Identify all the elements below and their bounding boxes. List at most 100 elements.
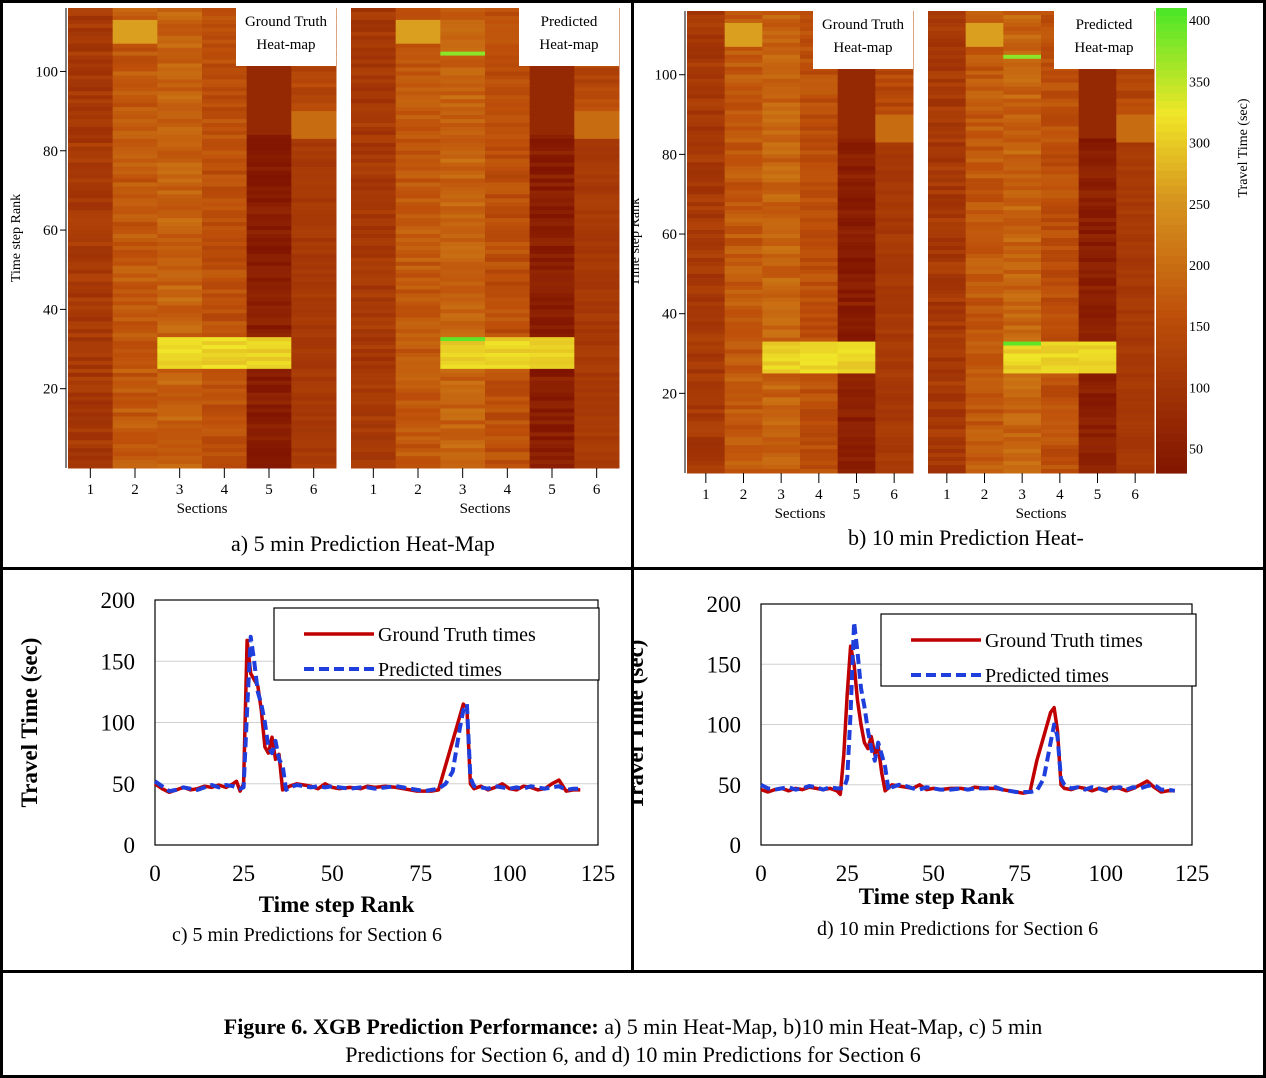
heatmap-cell xyxy=(440,412,486,417)
heatmap-cell xyxy=(157,222,203,227)
heatmap-cell xyxy=(928,325,967,331)
heatmap-cell xyxy=(762,222,801,227)
heatmap-cell xyxy=(157,321,203,326)
heatmap-cell xyxy=(202,154,248,160)
heatmap-cell xyxy=(1041,253,1080,259)
heatmap-cell xyxy=(157,226,203,231)
heatmap-cell xyxy=(965,285,1004,291)
heatmap-cell xyxy=(928,222,967,227)
heatmap-cell xyxy=(928,78,967,84)
heatmap-cell xyxy=(351,123,397,128)
heatmap-cell xyxy=(928,134,967,139)
heatmap-cell xyxy=(246,360,292,366)
heatmap-cell xyxy=(928,297,967,303)
heatmap-cell xyxy=(112,345,158,350)
heatmap-cell xyxy=(440,261,486,267)
heatmap-cell xyxy=(837,337,876,343)
colorbar-segment xyxy=(1156,93,1187,102)
heatmap-cell xyxy=(1003,417,1042,422)
colorbar-segment xyxy=(1156,108,1187,118)
heatmap-cell xyxy=(395,253,441,259)
heatmap-cell xyxy=(574,424,620,429)
heatmap-cell xyxy=(724,82,763,88)
heatmap-cell xyxy=(202,313,248,318)
heatmap-cell xyxy=(246,245,292,251)
heatmap-cell xyxy=(529,138,575,144)
heatmap-cell xyxy=(574,75,620,80)
heatmap-cell xyxy=(965,377,1004,382)
heatmap-cell xyxy=(928,449,967,454)
heatmap-cell xyxy=(1041,122,1080,127)
x-tick-label: 2 xyxy=(740,487,748,503)
heatmap-cell xyxy=(68,238,114,243)
heatmap-cell xyxy=(112,71,158,76)
heatmap-cell xyxy=(965,70,1004,76)
heatmap-cell xyxy=(246,337,292,342)
heatmap-cell xyxy=(68,269,114,275)
heatmap-cell xyxy=(112,368,158,374)
heatmap-cell xyxy=(440,293,486,298)
heatmap-cell xyxy=(928,301,967,307)
heatmap-cell xyxy=(800,417,839,422)
heatmap-cell xyxy=(762,321,801,327)
heatmap-cell xyxy=(875,453,914,458)
heatmap-cell xyxy=(837,78,876,84)
heatmap-cell xyxy=(68,111,114,116)
heatmap-cell xyxy=(68,424,114,429)
heatmap-cell xyxy=(395,464,441,469)
heatmap-label-line1: Ground Truth xyxy=(822,17,905,33)
heatmap-cell xyxy=(724,253,763,259)
heatmap-cell xyxy=(112,380,158,386)
heatmap-cell xyxy=(395,178,441,183)
heatmap-cell xyxy=(157,150,203,156)
heatmap-cell xyxy=(800,253,839,259)
heatmap-cell xyxy=(1041,325,1080,331)
heatmap-cell xyxy=(800,301,839,307)
heatmap-cell xyxy=(837,445,876,450)
heatmap-cell xyxy=(395,95,441,100)
heatmap-cell xyxy=(1078,369,1117,374)
x-tick-label: 75 xyxy=(409,861,432,886)
heatmap-cell xyxy=(687,441,726,446)
heatmap-cell xyxy=(762,293,801,299)
heatmap-cell xyxy=(1003,142,1042,147)
heatmap-cell xyxy=(485,392,531,398)
heatmap-cell xyxy=(246,349,292,354)
heatmap-cell xyxy=(1041,226,1080,231)
heatmap-cell xyxy=(687,321,726,327)
heatmap-cell xyxy=(291,408,337,413)
heatmap-cell xyxy=(1078,98,1117,104)
heatmap-cell xyxy=(395,265,441,271)
colorbar-segment xyxy=(1156,170,1187,180)
heatmap-cell xyxy=(1003,317,1042,323)
heatmap-cell xyxy=(1041,397,1080,402)
heatmap-cell xyxy=(202,464,248,469)
heatmap-cell xyxy=(157,11,203,17)
heatmap-cell xyxy=(440,166,486,172)
heatmap-cell xyxy=(1116,441,1155,446)
heatmap-cell xyxy=(351,396,397,402)
heatmap-cell xyxy=(291,67,337,72)
heatmap-cell xyxy=(724,102,763,108)
heatmap-cell xyxy=(928,381,967,386)
heatmap-cell xyxy=(529,253,575,259)
heatmap-cell xyxy=(485,178,531,183)
heatmap-cell xyxy=(875,82,914,88)
heatmap-cell xyxy=(246,317,292,322)
heatmap-cell xyxy=(1041,453,1080,458)
heatmap-cell xyxy=(837,226,876,231)
heatmap-cell xyxy=(395,388,441,394)
heatmap-cell xyxy=(837,154,876,159)
heatmap-cell xyxy=(291,404,337,410)
heatmap-cell xyxy=(687,297,726,303)
heatmap-cell xyxy=(351,119,397,124)
heatmap-cell xyxy=(395,63,441,68)
heatmap-cell xyxy=(112,23,158,29)
heatmap-cell xyxy=(112,253,158,259)
heatmap-cell xyxy=(485,444,531,449)
heatmap-cell xyxy=(1041,321,1080,327)
heatmap-cell xyxy=(485,51,531,57)
heatmap-cell xyxy=(1041,245,1080,251)
heatmap-cell xyxy=(1003,257,1042,263)
heatmap-cell xyxy=(965,337,1004,343)
